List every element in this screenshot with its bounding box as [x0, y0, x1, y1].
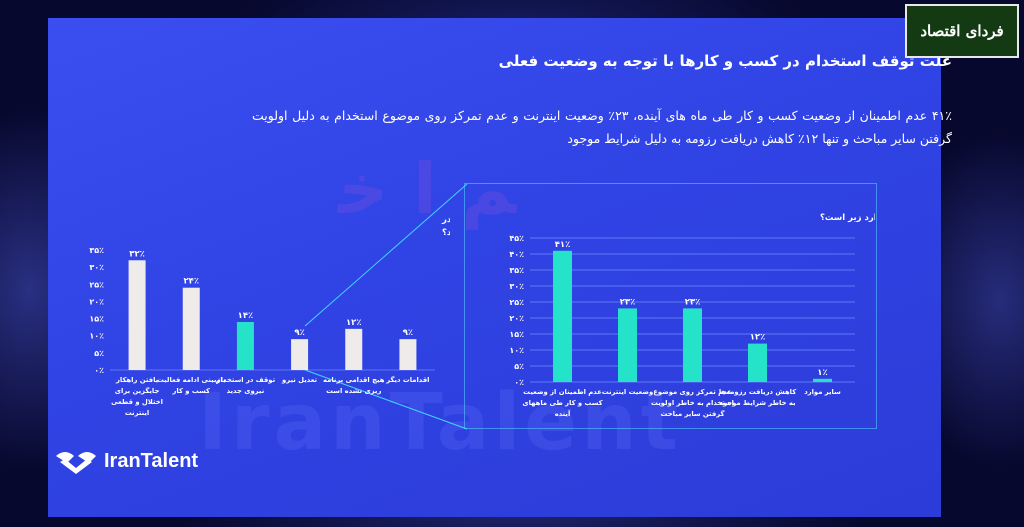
bar: [813, 378, 832, 382]
x-tick-label: استخدام به خاطر اولویت: [651, 399, 734, 407]
data-label: ۱۴٪: [238, 311, 254, 321]
bar: [345, 328, 363, 370]
x-tick-label: کسب و کار طی ماههای: [522, 399, 602, 407]
x-tick-label: کاهش دریافت رزومه‌ها: [719, 388, 796, 396]
data-label: ۹٪: [403, 328, 413, 338]
y-tick-label: ۳۰٪: [89, 263, 104, 272]
y-tick-label: ۴۰٪: [509, 250, 524, 259]
data-label: ۳۲٪: [129, 249, 145, 259]
x-tick-label: اینترنت: [125, 409, 149, 417]
bar: [399, 339, 417, 370]
x-tick-label: اختلال و قطعی: [111, 398, 163, 406]
x-tick-label: عدم اطمینان از وضعیت: [523, 388, 602, 396]
data-label: ۲۴٪: [183, 277, 199, 287]
data-label: ۱٪: [817, 368, 827, 378]
x-tick-label: گرفتن سایر مباحث: [661, 409, 725, 418]
actions-chart: با توجه به وضعیت فعلی چه اقداماتی را جهت…: [70, 190, 748, 440]
data-label: ۴۱٪: [555, 240, 571, 250]
x-tick-label: کسب و کار: [172, 387, 210, 395]
data-label: ۲۳٪: [685, 297, 701, 307]
data-label: ۱۲٪: [750, 333, 766, 343]
y-tick-label: ۱۰٪: [509, 346, 524, 355]
bar: [236, 322, 254, 370]
logo-icon: [56, 452, 96, 474]
data-label: ۲۳٪: [620, 297, 636, 307]
x-tick-label: به خاطر شرایط موجود: [719, 399, 795, 407]
y-tick-label: ۰٪: [94, 366, 104, 375]
x-tick-label: یافتن راهکار: [115, 376, 159, 384]
bar: [128, 260, 146, 370]
bar: [618, 308, 637, 382]
bar: [683, 308, 702, 382]
reasons-chart-svg: علت توقف استخدام نیروی جدید کدامیک از مو…: [509, 213, 1024, 418]
y-tick-label: ۲۵٪: [89, 280, 104, 289]
x-tick-label: توقف در استخدام: [216, 376, 276, 384]
bar: [182, 287, 200, 370]
x-tick-label: اقدامات دیگر: [385, 375, 429, 384]
x-tick-label: آینده: [555, 409, 571, 418]
actions-chart-svg: با توجه به وضعیت فعلی چه اقداماتی را جهت…: [89, 215, 748, 417]
y-tick-label: ۱۵٪: [89, 315, 104, 324]
reasons-chart: علت توقف استخدام نیروی جدید کدامیک از مو…: [470, 190, 1024, 430]
brand-badge: فردای اقتصاد: [905, 4, 1019, 58]
y-tick-label: ۵٪: [94, 349, 104, 358]
slide-description: ۴۱٪ عدم اطمینان از وضعیت کسب و کار طی ما…: [252, 108, 952, 146]
x-tick-label: هیچ اقدامی برنامه: [323, 376, 385, 384]
bar: [748, 343, 767, 382]
x-tick-label: عدم تمرکز روی موضوع: [653, 388, 731, 396]
chart-title-line: علت توقف استخدام نیروی جدید کدامیک از مو…: [820, 213, 875, 223]
logo-text: IranTalent: [104, 449, 199, 472]
data-label: ۹٪: [294, 328, 304, 338]
x-tick-label: نیروی جدید: [227, 387, 265, 395]
y-tick-label: ۳۵٪: [89, 246, 104, 255]
chart-title-line: با توجه به وضعیت فعلی چه اقداماتی را جهت…: [441, 215, 450, 225]
y-tick-label: ۳۵٪: [509, 266, 524, 275]
y-tick-label: ۱۵٪: [509, 330, 524, 339]
x-tick-label: بازبینی ادامه فعالیت: [157, 376, 226, 384]
x-tick-label: سایر موارد: [804, 388, 841, 396]
x-tick-label: جایگزین برای: [115, 386, 160, 395]
chart-title-line: نظر گرفته اید؟: [442, 227, 450, 238]
slide-title: علت توقف استخدام در کسب و کارها با توجه …: [498, 52, 952, 70]
x-tick-label: ریزی نشده است: [326, 387, 381, 395]
y-tick-label: ۲۰٪: [89, 297, 104, 306]
irantalent-logo: IranTalent: [54, 446, 198, 476]
y-tick-label: ۲۰٪: [509, 314, 524, 323]
bar: [553, 250, 572, 382]
x-tick-label: وضعیت اینترنت: [602, 388, 653, 396]
bar: [291, 339, 309, 370]
data-label: ۱۲٪: [346, 318, 362, 328]
y-tick-label: ۲۵٪: [509, 298, 524, 307]
y-tick-label: ۰٪: [514, 378, 524, 387]
y-tick-label: ۱۰٪: [89, 332, 104, 341]
brand-label: فردای اقتصاد: [920, 22, 1004, 40]
y-tick-label: ۴۵٪: [509, 234, 524, 243]
y-tick-label: ۵٪: [514, 362, 524, 371]
y-tick-label: ۳۰٪: [509, 282, 524, 291]
x-tick-label: تعدیل نیرو: [281, 376, 318, 384]
